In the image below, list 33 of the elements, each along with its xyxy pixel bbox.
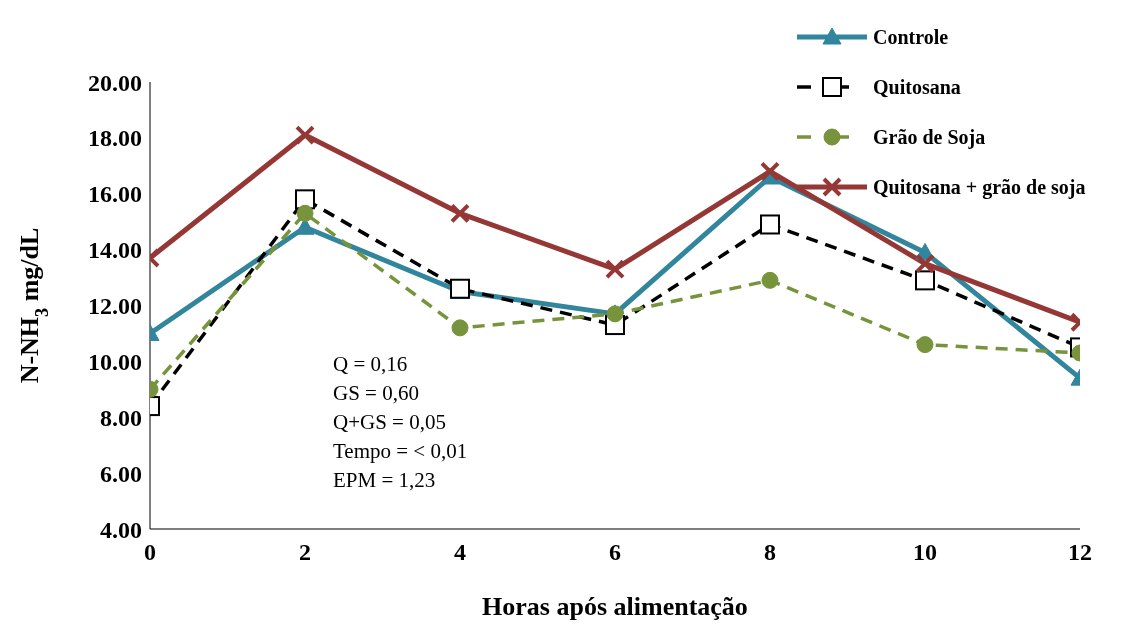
y-tick-label: 16.00 xyxy=(88,181,142,208)
point xyxy=(451,319,469,337)
legend-label: Quitosana xyxy=(873,75,961,99)
x-tick-label: 2 xyxy=(299,539,311,566)
legend-label: Quitosana + grão de soja xyxy=(873,175,1086,199)
x-tick-label: 8 xyxy=(764,539,776,566)
point xyxy=(450,278,470,299)
y-tick-label: 18.00 xyxy=(88,125,142,152)
legend-label: Grão de Soja xyxy=(873,125,986,149)
x-tick-label: 12 xyxy=(1068,539,1092,566)
x-tick-label: 0 xyxy=(144,539,156,566)
annotation: Q = 0,16 xyxy=(333,351,409,378)
annotation: Tempo = < 0,01 xyxy=(333,438,468,465)
annotation: Q+GS = 0,05 xyxy=(333,409,447,436)
y-tick-label: 8.00 xyxy=(100,404,142,431)
x-tick-label: 6 xyxy=(609,539,621,566)
y-tick-label: 6.00 xyxy=(100,460,142,487)
x-axis-title: Horas após alimentação xyxy=(482,592,748,621)
annotation: EPM = 1,23 xyxy=(333,467,437,494)
x-tick-label: 4 xyxy=(454,539,466,566)
annotation: GS = 0,60 xyxy=(333,380,420,407)
point xyxy=(605,259,625,280)
point xyxy=(760,161,780,182)
legend-label: Controle xyxy=(873,25,949,49)
y-tick-label: 14.00 xyxy=(88,237,142,264)
y-tick-label: 10.00 xyxy=(88,348,142,375)
point xyxy=(450,203,470,224)
y-tick-label: 20.00 xyxy=(88,69,142,96)
point xyxy=(761,271,779,289)
y-tick-label: 4.00 xyxy=(100,516,142,543)
y-tick-label: 12.00 xyxy=(88,293,142,320)
point xyxy=(760,214,780,235)
x-tick-label: 10 xyxy=(913,539,937,566)
